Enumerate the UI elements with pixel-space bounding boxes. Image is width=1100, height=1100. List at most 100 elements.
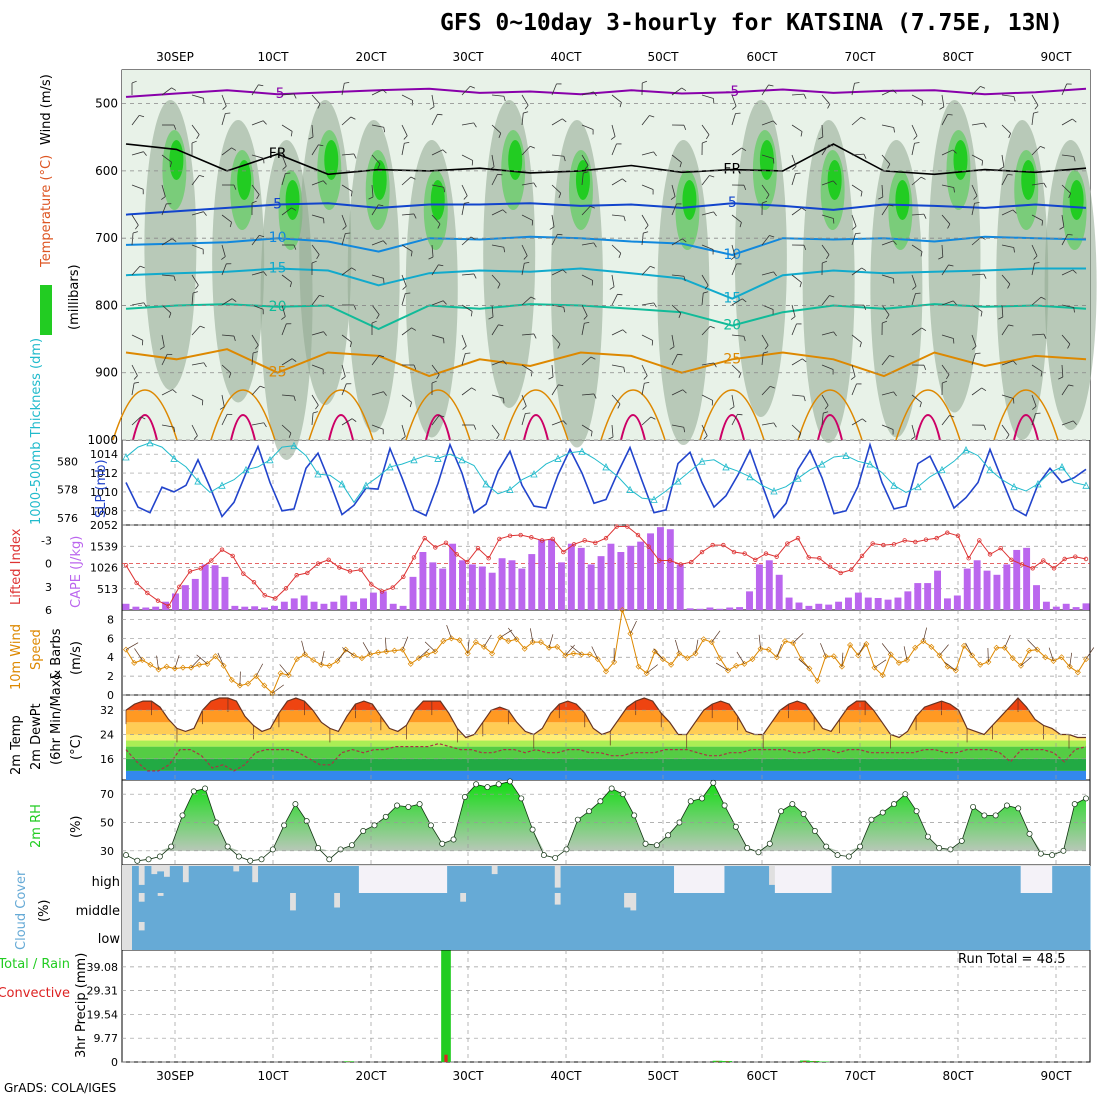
wind-barb-flag [376, 314, 380, 320]
temp-band [126, 758, 1086, 771]
wind-speed-marker [993, 644, 1000, 651]
cape-bar [696, 608, 704, 610]
wind-barb-flag [498, 133, 502, 138]
cloud-cell [989, 866, 996, 893]
wind-barb [941, 300, 954, 306]
wind-barb-flag [429, 106, 435, 110]
wind-speed-marker [1042, 654, 1049, 661]
wind-barb-flag [952, 300, 957, 305]
rh-marker [981, 812, 988, 819]
cloud-cell [882, 893, 889, 922]
precip-tick-label: 0 [111, 1056, 118, 1069]
wind-barb-flag [1008, 324, 1014, 327]
cloud-cell [755, 922, 763, 950]
cloud-clear-cell [774, 866, 782, 893]
wind-barb-flag [681, 87, 687, 91]
wind-barb-flag [1040, 371, 1043, 377]
cloud-cell [276, 922, 284, 950]
x-tick-label-bottom: 50CT [648, 1069, 680, 1083]
cloud-cell [932, 866, 940, 893]
wind-barb-flag [143, 151, 147, 156]
lifted-index-marker [273, 596, 278, 601]
wind-barb [851, 334, 862, 343]
cloud-cell [182, 882, 190, 893]
wind-barb [551, 118, 563, 126]
cape-bar [518, 568, 526, 610]
wind-barb [611, 143, 617, 156]
wind-axis-label: Wind (m/s) [39, 74, 54, 145]
cape-bar [201, 564, 209, 610]
lifted-index-marker [795, 535, 801, 541]
wind-speed-marker [415, 655, 422, 662]
rh-shade-max [895, 180, 910, 220]
cloud-cell [1001, 922, 1009, 950]
cloud-cell [403, 893, 410, 922]
wind-barb [221, 414, 228, 426]
wind-barb [1061, 269, 1074, 276]
wind-barb [715, 662, 729, 671]
wind-barb-flag [290, 131, 293, 137]
lifted-index-marker [443, 540, 449, 545]
cloud-cell [818, 922, 826, 950]
cloud-cell [226, 922, 234, 950]
wind-barb-flag [953, 187, 955, 193]
wind-barb [971, 387, 982, 396]
cape-bar [459, 560, 466, 610]
wind-speed-marker [155, 666, 162, 673]
wind-speed-marker [700, 636, 707, 643]
cape-bar [934, 570, 942, 610]
rh-marker [924, 833, 931, 840]
thickness-marker [290, 441, 298, 450]
wind-barb [221, 147, 232, 156]
wind-barb-flag [888, 204, 894, 207]
wind-barb-flag [981, 160, 983, 166]
wind-barb-flag [411, 327, 417, 331]
cloud-cell [837, 893, 845, 922]
isotherm-25-arch [993, 389, 1059, 441]
cloud-cell [295, 866, 303, 893]
cloud-cell [497, 866, 505, 893]
wind-speed-marker [513, 636, 520, 643]
cloud-cell [314, 922, 322, 950]
lifted-index-marker [497, 536, 502, 542]
lifted-index-marker [582, 538, 587, 543]
lifted-index-marker [454, 552, 459, 557]
x-tick-label-top: 60CT [747, 50, 779, 64]
wind-barb-flag [593, 393, 597, 399]
cloud-cell [371, 922, 379, 950]
cape-bar [1023, 547, 1031, 610]
lifted-index-marker [198, 566, 203, 571]
cloud-cell [623, 922, 631, 950]
rh-shade-max [372, 160, 387, 200]
wind-barb [903, 646, 908, 661]
cloud-cell [201, 866, 209, 893]
lifted-index-marker [539, 538, 545, 543]
cloud-cell [888, 866, 896, 893]
cloud-clear-cell [403, 866, 410, 893]
wind-barb [311, 364, 324, 370]
wind-barb-flag [439, 415, 445, 418]
temperature-axis-label: Temperature (°C) [39, 155, 54, 268]
lifted-index-marker [870, 541, 875, 546]
thickness-marker [146, 438, 154, 447]
wind-barb [467, 639, 470, 654]
isotherm-30-arch [328, 414, 354, 441]
wind-barb-flag [983, 425, 987, 431]
wind-barb-flag [530, 296, 536, 300]
wind-barb [311, 180, 324, 186]
cloud-cell [642, 866, 650, 893]
wind-barb-flag [981, 387, 987, 391]
wind-barb [1031, 394, 1037, 407]
wind-barb [641, 233, 644, 246]
cloud-cell [352, 922, 360, 950]
wind-barb [1085, 647, 1095, 660]
rh-marker [1071, 801, 1078, 808]
cloud-cell [403, 922, 410, 950]
wind-barb-flag [889, 355, 895, 358]
cloud-cell [762, 866, 770, 893]
wind-barb-flag [711, 400, 714, 406]
cloud-clear-cell [818, 866, 826, 893]
wind-barb [1031, 113, 1034, 126]
thickness-marker [818, 460, 826, 468]
